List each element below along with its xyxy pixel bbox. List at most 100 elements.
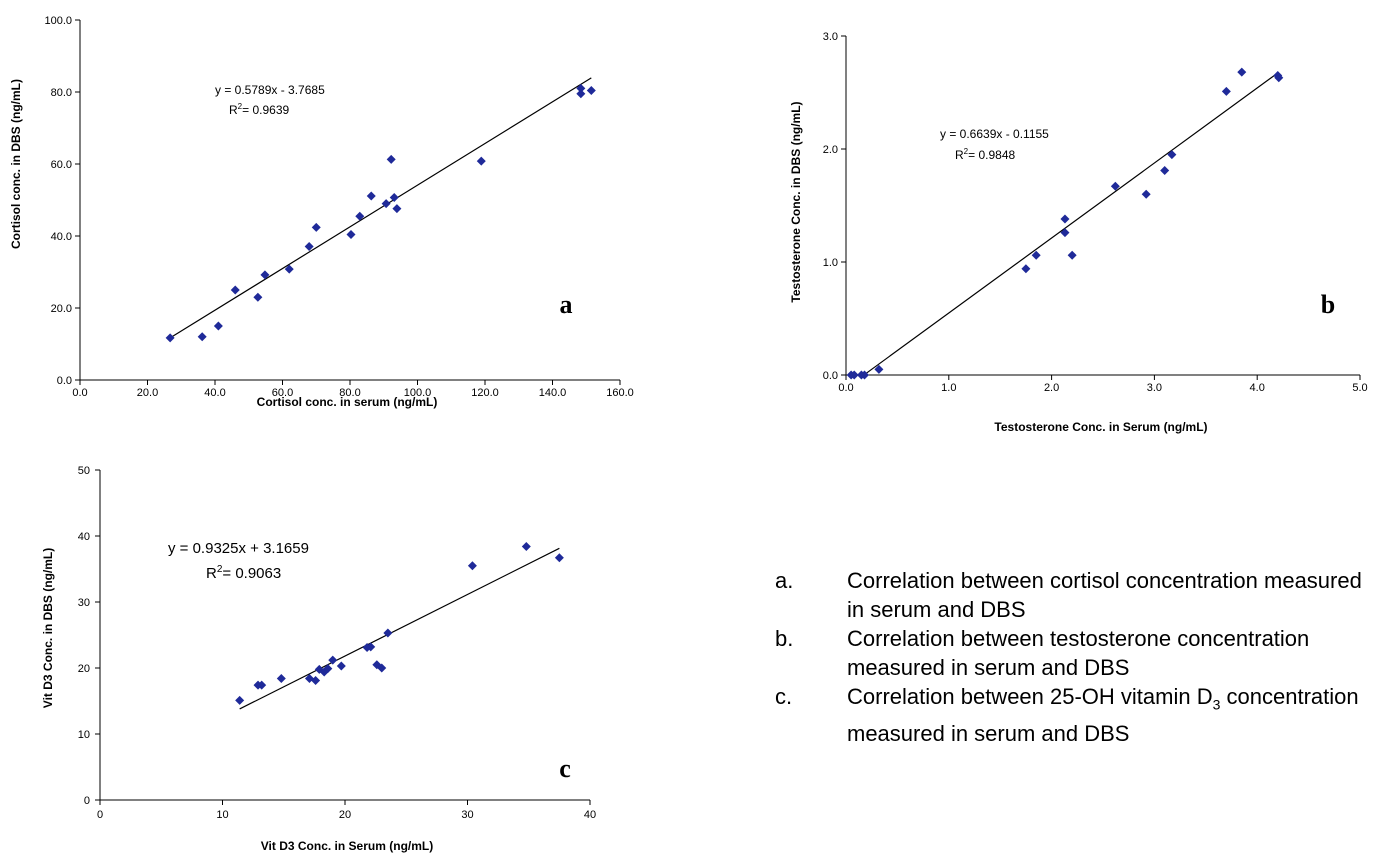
data-point [389,192,399,202]
data-point [381,199,391,209]
data-point [476,156,486,166]
x-tick-label: 100.0 [404,387,432,399]
data-point [323,664,333,674]
x-tick-label: 5.0 [1352,382,1367,394]
y-tick-label: 20.0 [51,303,72,315]
trendline [169,77,592,339]
trendline [864,71,1280,376]
x-tick-label: 0 [97,809,103,821]
panel-label: a [560,290,573,319]
x-tick-label: 40 [584,809,596,821]
y-tick-label: 0.0 [823,370,838,382]
data-point [1110,181,1120,191]
data-point [576,83,586,93]
data-point [311,222,321,232]
y-tick-label: 80.0 [51,87,72,99]
data-point [284,264,294,274]
data-point [1160,165,1170,175]
data-point [235,695,245,705]
data-point [260,270,270,280]
x-tick-label: 60.0 [272,387,293,399]
x-tick-label: 10 [216,809,228,821]
data-point [1060,228,1070,238]
y-tick-label: 50 [78,465,90,477]
data-point [1237,67,1247,77]
caption-letter: a. [775,568,794,593]
y-tick-label: 30 [78,597,90,609]
data-point [521,542,531,552]
data-point [328,655,338,665]
data-point [1167,150,1177,160]
y-tick-label: 3.0 [823,31,838,43]
x-tick-label: 40.0 [204,387,225,399]
data-point [336,661,346,671]
data-point [346,230,356,240]
trendline-equation: y = 0.6639x - 0.1155 [940,127,1049,141]
caption-item-a: a. Correlation between cortisol concentr… [775,566,1370,624]
r-squared-value: = 0.9063 [222,565,281,582]
r-squared: R2= 0.9063 [206,564,281,582]
caption-subscript: 3 [1212,696,1221,713]
data-point [355,211,365,221]
y-tick-label: 10 [78,729,90,741]
trendline-equation: y = 0.9325x + 3.1659 [168,540,309,557]
data-point [304,241,314,251]
data-point [586,86,596,96]
caption-item-b: b. Correlation between testosterone conc… [775,624,1370,682]
r-squared-value: = 0.9848 [968,148,1015,162]
panel-label: b [1321,290,1335,319]
data-point [386,154,396,164]
y-tick-label: 40.0 [51,231,72,243]
caption-text-before: Correlation between 25-OH vitamin D [847,684,1213,709]
x-tick-label: 20 [339,809,351,821]
data-point [383,628,393,638]
trendline-equation: y = 0.5789x - 3.7685 [215,83,325,97]
y-tick-label: 20 [78,663,90,675]
data-point [276,674,286,684]
x-axis-title: Vit D3 Conc. in Serum (ng/mL) [261,839,433,853]
y-tick-label: 2.0 [823,144,838,156]
x-tick-label: 1.0 [941,382,956,394]
data-point [1274,73,1284,83]
x-tick-label: 2.0 [1044,382,1059,394]
data-point [366,191,376,201]
y-tick-label: 0.0 [57,375,72,387]
data-point [377,663,387,673]
y-tick-label: 40 [78,531,90,543]
data-point [1221,86,1231,96]
data-point [165,333,175,343]
x-tick-label: 0.0 [838,382,853,394]
data-point [1067,250,1077,260]
caption-letter: c. [775,684,793,709]
y-tick-label: 60.0 [51,159,72,171]
data-point [860,370,870,380]
y-tick-label: 0 [84,795,90,807]
y-tick-label: 100.0 [44,15,72,27]
y-tick-label: 1.0 [823,257,838,269]
trendline [239,547,560,710]
x-tick-label: 80.0 [339,387,360,399]
x-tick-label: 30 [461,809,473,821]
data-point [311,676,321,686]
data-point [849,370,859,380]
r-squared: R2= 0.9848 [955,147,1015,162]
data-point [213,321,223,331]
data-point [874,364,884,374]
data-point [467,561,477,571]
x-tick-label: 20.0 [137,387,158,399]
data-point [1060,214,1070,224]
r-squared: R2= 0.9639 [229,102,289,117]
x-tick-label: 4.0 [1250,382,1265,394]
caption-item-c: c. Correlation between 25-OH vitamin D3 … [775,682,1370,748]
data-point [1021,264,1031,274]
data-point [554,553,564,563]
x-axis-title: Testosterone Conc. in Serum (ng/mL) [994,420,1207,434]
x-axis-title: Cortisol conc. in serum (ng/mL) [257,395,438,409]
data-point [1031,250,1041,260]
data-point [392,204,402,214]
data-point [230,285,240,295]
caption-letter: b. [775,626,794,651]
